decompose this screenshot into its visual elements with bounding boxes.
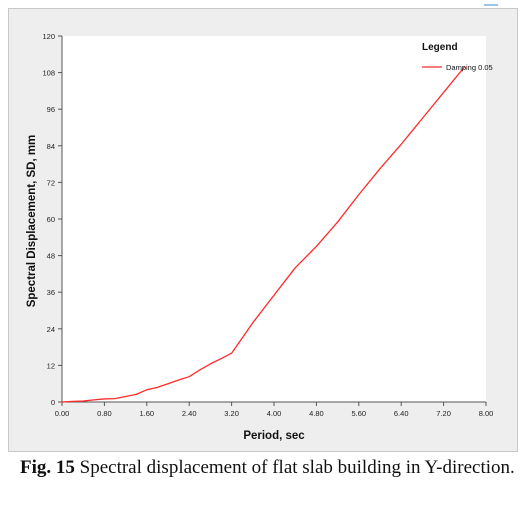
plot-area bbox=[62, 36, 486, 402]
x-tick-label: 4.80 bbox=[309, 409, 324, 418]
x-tick-label: 7.20 bbox=[436, 409, 451, 418]
y-tick-label: 72 bbox=[47, 178, 55, 187]
y-tick-label: 84 bbox=[47, 142, 55, 151]
series-line-damping-0-05 bbox=[61, 66, 466, 403]
caption-label: Fig. 15 bbox=[20, 457, 75, 478]
legend: Legend Damping 0.05 bbox=[422, 42, 493, 72]
y-tick-label: 120 bbox=[42, 32, 55, 41]
series-layer bbox=[61, 66, 466, 403]
x-tick-label: 1.60 bbox=[139, 409, 154, 418]
y-tick-label: 12 bbox=[47, 361, 55, 370]
x-tick-label: 3.20 bbox=[224, 409, 239, 418]
y-tick-label: 96 bbox=[47, 105, 55, 114]
line-chart: 0 12 24 36 48 60 72 84 96 108 120 0.00 0.80 1.60 2.40… bbox=[26, 32, 494, 442]
x-axis-ticks: 0.00 0.80 1.60 2.40 3.20 4.00 4.80 5.60 6.40 7.20… bbox=[55, 402, 494, 418]
legend-entry-label: Damping 0.05 bbox=[446, 63, 493, 72]
x-tick-label: 5.60 bbox=[351, 409, 366, 418]
x-tick-label: 6.40 bbox=[394, 409, 409, 418]
y-tick-label: 48 bbox=[47, 252, 55, 261]
x-tick-label: 4.00 bbox=[267, 409, 282, 418]
x-tick-label: 0.00 bbox=[55, 409, 70, 418]
x-tick-label: 2.40 bbox=[182, 409, 197, 418]
y-tick-label: 108 bbox=[42, 69, 55, 78]
y-tick-label: 60 bbox=[47, 215, 55, 224]
caption-text: Spectral displacement of flat slab build… bbox=[74, 457, 515, 478]
chart-frame: 0 12 24 36 48 60 72 84 96 108 120 0.00 0.80 1.60 2.40… bbox=[8, 8, 518, 452]
legend-title: Legend bbox=[422, 42, 458, 53]
y-axis-ticks: 0 12 24 36 48 60 72 84 96 108 120 bbox=[42, 32, 62, 407]
y-tick-label: 36 bbox=[47, 288, 55, 297]
y-tick-label: 0 bbox=[51, 398, 55, 407]
x-axis-title: Period, sec bbox=[243, 430, 305, 442]
y-axis-title: Spectral Displacement, SD, mm bbox=[26, 135, 38, 308]
x-tick-label: 8.00 bbox=[479, 409, 494, 418]
top-accent-line bbox=[484, 4, 498, 6]
figure-caption: Fig. 15 Spectral displacement of flat sl… bbox=[20, 456, 518, 479]
x-tick-label: 0.80 bbox=[97, 409, 112, 418]
y-tick-label: 24 bbox=[47, 325, 55, 334]
